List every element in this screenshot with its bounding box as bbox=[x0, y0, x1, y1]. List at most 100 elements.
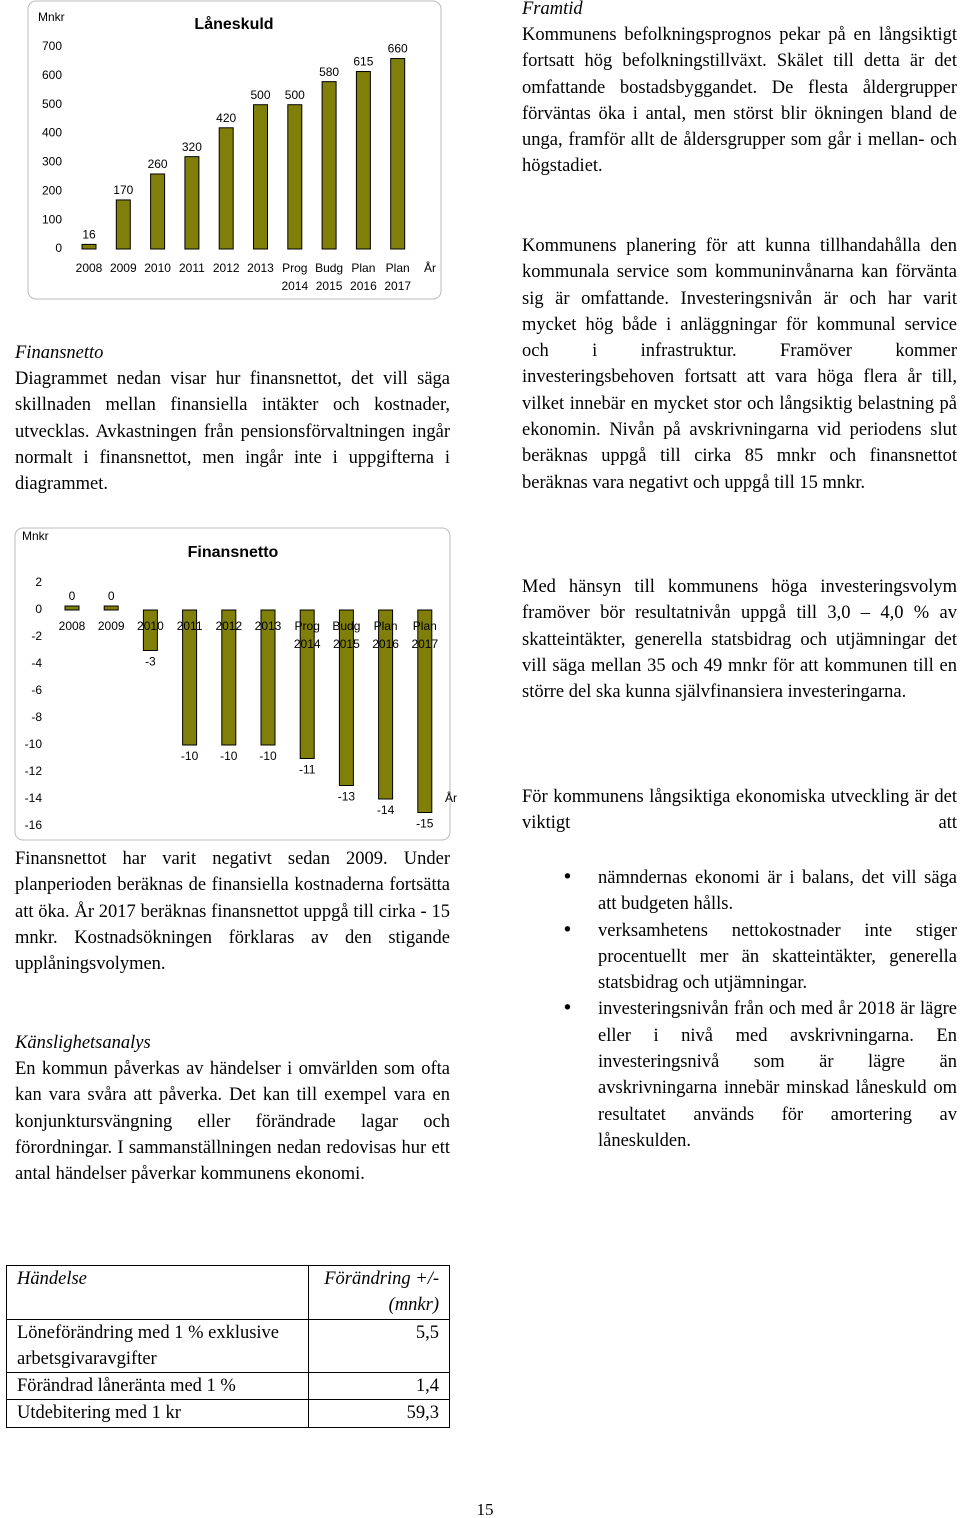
x-tick-label: Plan 2016 bbox=[350, 261, 377, 293]
y-axis-label: Mnkr bbox=[22, 529, 49, 543]
x-tick-label: 2010 bbox=[144, 261, 171, 275]
table-cell: 1,4 bbox=[308, 1372, 450, 1401]
y-tick-label: 200 bbox=[42, 183, 62, 197]
chart-title: Låneskuld bbox=[194, 15, 273, 33]
paragraph: För kommunens långsiktiga ekonomiska utv… bbox=[522, 787, 957, 834]
value-label: 420 bbox=[216, 111, 236, 125]
table-cell: 5,5 bbox=[308, 1318, 450, 1374]
bar bbox=[253, 104, 268, 250]
bar bbox=[338, 609, 354, 786]
y-tick-label: 300 bbox=[42, 155, 62, 169]
x-tick-label: Budg 2015 bbox=[315, 261, 343, 293]
y-tick-label: -2 bbox=[31, 629, 42, 643]
x-tick-label: Prog 2014 bbox=[294, 619, 321, 651]
value-label: 580 bbox=[319, 65, 339, 79]
value-label: -13 bbox=[338, 790, 356, 804]
x-tick-label: 2013 bbox=[247, 261, 274, 275]
y-tick-label: 400 bbox=[42, 126, 62, 140]
x-tick-label: Prog 2014 bbox=[281, 261, 308, 293]
table-header: Händelse bbox=[6, 1265, 309, 1320]
value-label: -10 bbox=[220, 749, 238, 763]
value-label: 320 bbox=[182, 140, 202, 154]
table-cell: Förändrad låneränta med 1 % bbox=[6, 1372, 309, 1401]
chart-frame bbox=[27, 0, 442, 300]
x-tick-label: 2013 bbox=[255, 619, 282, 633]
y-tick-label: -16 bbox=[25, 818, 43, 832]
y-tick-label: 0 bbox=[35, 602, 42, 616]
y-tick-label: 500 bbox=[42, 97, 62, 111]
value-label: 0 bbox=[69, 589, 76, 603]
bullet-list: nämndernas ekonomi är i balans, det vill… bbox=[562, 865, 957, 1154]
bar bbox=[64, 605, 80, 611]
bar bbox=[260, 609, 276, 746]
x-tick-label: 2010 bbox=[137, 619, 164, 633]
heading: Finansnetto bbox=[15, 343, 104, 363]
bar bbox=[81, 243, 97, 250]
y-axis-label: Mnkr bbox=[38, 10, 65, 24]
value-label: 260 bbox=[148, 157, 168, 171]
x-tick-label: 2012 bbox=[213, 261, 240, 275]
bar bbox=[378, 609, 394, 800]
bar bbox=[390, 58, 406, 250]
x-tick-label: 2012 bbox=[215, 619, 242, 633]
value-label: 615 bbox=[353, 55, 373, 69]
value-label: -10 bbox=[259, 749, 277, 763]
y-tick-label: -14 bbox=[25, 791, 43, 805]
y-tick-label: -8 bbox=[31, 710, 42, 724]
x-tick-label: 2008 bbox=[59, 619, 86, 633]
value-label: -14 bbox=[377, 803, 395, 817]
bar bbox=[299, 609, 315, 759]
value-label: 500 bbox=[250, 88, 270, 102]
paragraph: Med hänsyn till kommunens höga investeri… bbox=[522, 577, 957, 703]
value-label: 660 bbox=[388, 42, 408, 56]
x-axis-label: År bbox=[445, 790, 457, 805]
bar bbox=[150, 173, 166, 250]
y-tick-label: 100 bbox=[42, 212, 62, 226]
heading: Framtid bbox=[522, 0, 583, 19]
bar bbox=[182, 609, 198, 746]
x-tick-label: 2009 bbox=[110, 261, 137, 275]
y-tick-label: 600 bbox=[42, 68, 62, 82]
heading: Känslighetsanalys bbox=[15, 1033, 151, 1053]
x-tick-label: 2011 bbox=[179, 261, 205, 275]
value-label: 0 bbox=[108, 589, 115, 603]
bar bbox=[355, 71, 371, 250]
chart-frame bbox=[14, 527, 451, 841]
x-tick-label: 2009 bbox=[98, 619, 125, 633]
y-tick-label: 700 bbox=[42, 39, 62, 53]
y-tick-label: 0 bbox=[55, 241, 62, 255]
x-tick-label: 2008 bbox=[76, 261, 103, 275]
paragraph: En kommun påverkas av händelser i omvärl… bbox=[15, 1059, 450, 1185]
x-tick-label: Budg 2015 bbox=[332, 619, 360, 651]
page-number: 15 bbox=[476, 1500, 494, 1518]
y-tick-label: -4 bbox=[31, 656, 42, 670]
y-tick-label: 2 bbox=[35, 575, 42, 589]
bar bbox=[184, 156, 200, 250]
x-tick-label: Plan 2017 bbox=[411, 619, 438, 651]
value-label: 500 bbox=[285, 88, 305, 102]
value-label: -15 bbox=[416, 817, 434, 831]
bar bbox=[103, 605, 119, 611]
bar bbox=[321, 81, 337, 250]
bar bbox=[218, 127, 234, 250]
bar bbox=[417, 609, 433, 813]
table-cell: Utdebitering med 1 kr bbox=[6, 1399, 309, 1428]
y-tick-label: -10 bbox=[25, 737, 43, 751]
paragraph: Finansnettot har varit negativt sedan 20… bbox=[15, 849, 450, 975]
x-tick-label: Plan 2016 bbox=[372, 619, 399, 651]
table-header: Förändring +/- (mnkr) bbox=[308, 1265, 450, 1320]
bar bbox=[142, 609, 158, 651]
value-label: -11 bbox=[299, 763, 316, 777]
chart-title: Finansnetto bbox=[188, 544, 279, 561]
value-label: 16 bbox=[82, 228, 96, 242]
bar bbox=[115, 199, 131, 250]
x-tick-label: 2011 bbox=[177, 619, 203, 633]
bar bbox=[287, 104, 303, 250]
table: Händelse Förändring +/- (mnkr) Löneföränd… bbox=[6, 1265, 450, 1428]
paragraph: Kommunens befolkningsprognos pekar på en… bbox=[522, 25, 957, 177]
bullet: verksamhetens nettokostnader inte stiger… bbox=[562, 918, 957, 997]
table-cell: 59,3 bbox=[308, 1399, 450, 1428]
value-label: 170 bbox=[113, 183, 133, 197]
